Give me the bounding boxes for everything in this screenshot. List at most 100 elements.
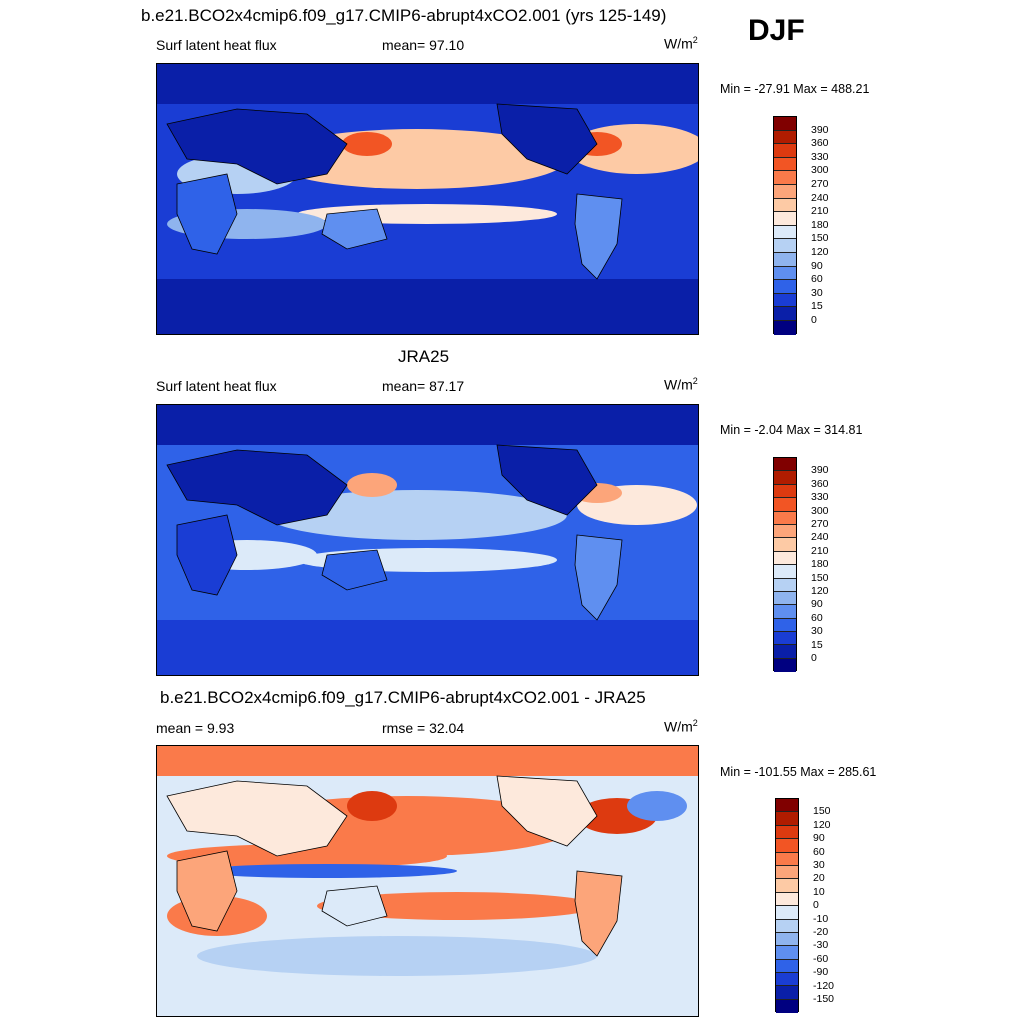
colorbar-tick-label: 270	[811, 178, 829, 190]
panel3-rmse-label: rmse = 32.04	[382, 720, 465, 736]
colorbar-tick-label: 390	[811, 123, 829, 136]
colorbar-tick-label: 60	[811, 611, 823, 624]
colorbar-tick-label: 120	[813, 818, 831, 831]
north-america-shape	[496, 775, 598, 847]
colorbar-swatch	[774, 578, 796, 592]
africa-shape	[176, 173, 238, 255]
colorbar-swatch	[776, 919, 798, 933]
colorbar-tick-label: 15	[811, 638, 823, 651]
colorbar-tick-label: 60	[813, 845, 825, 858]
panel1-map-svg	[157, 64, 698, 334]
colorbar-swatch	[774, 538, 796, 552]
colorbar-tick-label: 210	[811, 205, 829, 218]
colorbar-tick-label: 0	[811, 652, 817, 664]
north-atlantic-negative	[627, 791, 687, 821]
australia-shape	[321, 549, 388, 591]
colorbar-swatch	[774, 551, 796, 566]
colorbar-swatch	[776, 932, 798, 947]
panel3-title: b.e21.BCO2x4cmip6.f09_g17.CMIP6-abrupt4x…	[160, 688, 646, 707]
colorbar-tick-label: 120	[811, 585, 829, 597]
colorbar-tick-label: 15	[811, 300, 823, 313]
colorbar-swatch	[774, 658, 796, 673]
colorbar-tick-label: -10	[813, 912, 829, 925]
panel1-map	[156, 63, 699, 335]
colorbar-tick-label: 90	[811, 598, 823, 611]
panel1-title: b.e21.BCO2x4cmip6.f09_g17.CMIP6-abrupt4x…	[141, 6, 667, 25]
colorbar-swatch	[774, 198, 796, 213]
colorbar-swatch	[776, 825, 798, 840]
africa-shape	[176, 850, 238, 932]
colorbar-swatch	[776, 852, 798, 866]
colorbar-swatch	[774, 307, 796, 321]
panel2-units: W/m2	[664, 376, 698, 393]
panel3-colorbar-swatches	[775, 798, 799, 1014]
colorbar-swatch	[774, 511, 796, 525]
southern-ocean-band	[157, 279, 698, 334]
tropical-positive	[167, 844, 447, 868]
colorbar-tick-label: -90	[813, 966, 829, 979]
colorbar-tick-label: 330	[811, 491, 829, 504]
colorbar-swatch	[776, 799, 798, 813]
kuroshio-max	[342, 132, 392, 156]
colorbar-swatch	[774, 645, 796, 659]
colorbar-tick-label: 240	[811, 531, 829, 544]
colorbar-tick-label: 30	[813, 859, 825, 871]
panel2-map-svg	[157, 405, 698, 675]
colorbar-swatch	[774, 212, 796, 226]
colorbar-tick-label: 90	[813, 832, 825, 845]
colorbar-swatch	[776, 879, 798, 893]
north-america-shape	[496, 444, 598, 516]
colorbar-tick-label: -60	[813, 952, 829, 965]
south-america-shape	[574, 870, 623, 957]
eurasia-shape	[166, 780, 348, 857]
colorbar-tick-label: 330	[811, 150, 829, 163]
colorbar-swatch	[774, 458, 796, 472]
panel2-minmax: Min = -2.04 Max = 314.81	[720, 423, 863, 437]
colorbar-swatch	[776, 946, 798, 960]
panel2-colorbar-swatches	[773, 457, 797, 673]
colorbar-tick-label: 360	[811, 137, 829, 150]
colorbar-tick-label: 180	[811, 218, 829, 231]
colorbar-swatch	[774, 144, 796, 158]
colorbar-swatch	[774, 157, 796, 172]
colorbar-tick-label: -30	[813, 939, 829, 952]
australia-shape	[321, 208, 388, 250]
arctic-band	[157, 405, 698, 445]
colorbar-tick-label: 360	[811, 477, 829, 490]
colorbar-swatch	[776, 999, 798, 1014]
colorbar-tick-label: 270	[811, 518, 829, 530]
africa-shape	[176, 514, 238, 596]
colorbar-tick-label: 0	[813, 899, 819, 912]
colorbar-tick-label: 20	[813, 872, 825, 885]
equatorial-negative	[197, 864, 457, 878]
colorbar-tick-label: -120	[813, 979, 835, 992]
southern-ocean-mixed	[197, 936, 597, 976]
north-america-shape	[496, 103, 598, 175]
colorbar-swatch	[776, 865, 798, 880]
colorbar-swatch	[774, 632, 796, 646]
panel1-mean-label: mean= 97.10	[382, 37, 465, 53]
south-america-shape	[574, 193, 623, 280]
colorbar-tick-label: 300	[811, 504, 829, 517]
arctic-band	[157, 64, 698, 104]
colorbar-swatch	[774, 117, 796, 131]
kuroshio-max	[347, 473, 397, 497]
colorbar-tick-label: -20	[813, 926, 829, 938]
colorbar-tick-label: -150	[813, 993, 835, 1005]
colorbar-swatch	[776, 986, 798, 1000]
colorbar-tick-label: 390	[811, 464, 829, 477]
kuroshio-positive	[347, 791, 397, 821]
panel1-minmax: Min = -27.91 Max = 488.21	[720, 82, 870, 96]
colorbar-tick-label: 120	[811, 246, 829, 258]
colorbar-swatch	[776, 812, 798, 826]
colorbar-swatch	[774, 524, 796, 539]
colorbar-swatch	[774, 618, 796, 633]
eurasia-shape	[166, 108, 348, 185]
colorbar-tick-label: 150	[813, 805, 831, 818]
colorbar-tick-label: 150	[811, 232, 829, 245]
colorbar-tick-label: 150	[811, 571, 829, 584]
colorbar-swatch	[774, 471, 796, 485]
colorbar-tick-label: 30	[811, 625, 823, 638]
colorbar-tick-label: 240	[811, 191, 829, 204]
colorbar-swatch	[774, 130, 796, 145]
